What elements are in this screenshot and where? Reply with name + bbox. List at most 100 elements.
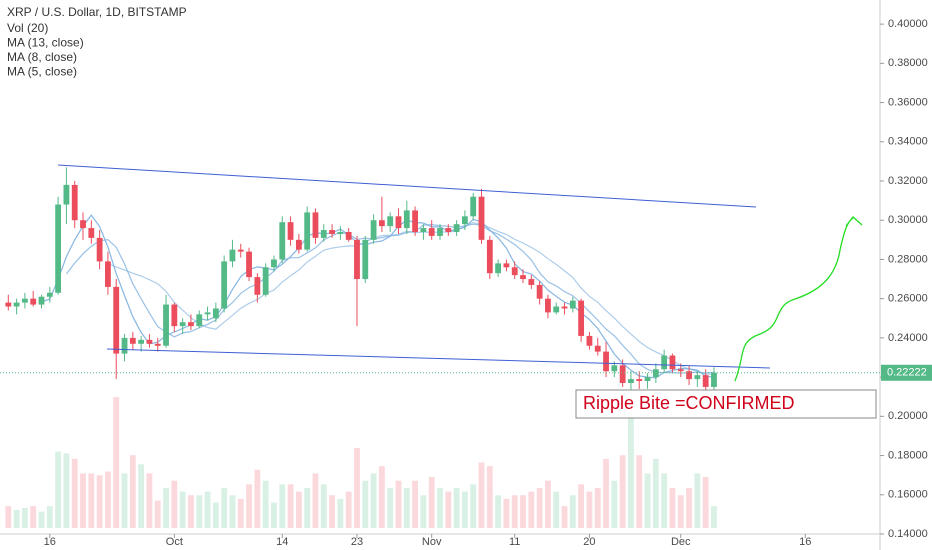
volume-bar [88, 473, 95, 528]
volume-bar [661, 473, 668, 528]
volume-bar [470, 484, 477, 528]
y-tick-label: 0.32000 [888, 175, 928, 187]
candle-body [204, 312, 211, 315]
volume-bar [711, 506, 717, 528]
candle-body [636, 379, 643, 382]
candle-body [511, 267, 518, 276]
y-tick-label: 0.14000 [888, 528, 928, 540]
y-tick-label: 0.28000 [888, 253, 928, 265]
candle-body [312, 212, 319, 238]
volume-bar [129, 455, 136, 528]
candle-body [212, 308, 219, 319]
candle-body [354, 239, 360, 280]
x-tick-label: Nov [422, 536, 442, 548]
volume-bar [113, 397, 120, 528]
candle-body [229, 249, 236, 262]
candle-body [594, 345, 601, 352]
candle-body [470, 196, 477, 217]
candle-body [495, 263, 502, 274]
candle-body [171, 304, 178, 327]
candle-body [702, 375, 709, 387]
candle-body [179, 322, 186, 327]
candle-body [578, 300, 585, 336]
candle-body [295, 239, 302, 250]
candle-body [611, 365, 618, 372]
candle-body [536, 284, 543, 299]
volume-bar [262, 480, 269, 528]
volume-bar [362, 480, 369, 528]
x-tick-label: 16 [799, 536, 811, 548]
volume-bar [105, 471, 111, 528]
candle-body [154, 343, 161, 346]
volume-bar [171, 480, 178, 528]
candle-body [345, 231, 352, 240]
candle-body [453, 224, 460, 232]
volume-bar [412, 480, 418, 528]
candle-body [628, 379, 634, 383]
candle-body [686, 371, 692, 380]
candle-body [105, 261, 111, 287]
candle-body [378, 220, 385, 227]
volume-bar [428, 477, 435, 528]
candle-body [677, 369, 684, 372]
candle-body [337, 231, 344, 234]
volume-bar [420, 495, 427, 528]
volume-bar [669, 487, 676, 528]
volume-bar [312, 473, 319, 528]
candle-body [445, 228, 452, 232]
volume-bar [163, 487, 169, 528]
volume-bar [121, 473, 128, 528]
y-tick-label: 0.40000 [888, 18, 928, 30]
candle-body [163, 304, 169, 346]
legend-entry: Vol (20) [7, 21, 48, 35]
volume-bar [96, 475, 103, 528]
candle-body [237, 249, 244, 252]
volume-bar [586, 491, 593, 528]
x-tick-label: 23 [351, 536, 363, 548]
volume-bar [395, 480, 402, 528]
x-tick-label: Oct [166, 536, 183, 548]
candle-body [661, 355, 668, 370]
candle-body [412, 210, 418, 232]
volume-bar [345, 491, 352, 528]
trend-line-lower [106, 348, 771, 369]
volume-bar [212, 502, 219, 528]
volume-bar [578, 484, 585, 528]
candle-body [619, 365, 626, 383]
x-tick-label: 16 [44, 536, 56, 548]
candle-body [387, 216, 394, 227]
legend: Vol (20)MA (13, close)MA (8, close)MA (5… [7, 21, 84, 79]
candle-body [121, 337, 128, 354]
volume-bar [478, 462, 485, 528]
volume-bar [80, 473, 86, 528]
candle-body [113, 286, 120, 354]
candle-body [279, 222, 286, 260]
candle-body [652, 369, 659, 378]
volume-bar [304, 487, 311, 528]
volume-bar [188, 495, 194, 528]
candle-body [403, 210, 410, 229]
volume-bar [154, 500, 161, 528]
volume-bar [13, 509, 20, 528]
volume-bar [254, 469, 261, 528]
candle-body [320, 230, 327, 238]
y-tick-label: 0.26000 [888, 293, 928, 305]
y-tick-label: 0.36000 [888, 96, 928, 108]
candle-body [528, 279, 535, 285]
candle-body [71, 184, 78, 221]
candle-body [669, 355, 676, 370]
volume-bar [146, 473, 153, 528]
volume-bar [594, 487, 601, 528]
volume-bar [628, 415, 634, 528]
volume-bar [511, 495, 518, 528]
candle-body [561, 306, 568, 309]
volume-bar [63, 453, 70, 528]
volume-bar [603, 458, 609, 528]
candle-body [420, 228, 427, 232]
volume-pane [5, 397, 717, 528]
candle-body [96, 237, 103, 262]
candle-body [13, 302, 20, 307]
candle-body [146, 339, 153, 344]
